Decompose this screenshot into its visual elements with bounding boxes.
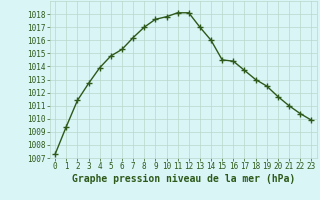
X-axis label: Graphe pression niveau de la mer (hPa): Graphe pression niveau de la mer (hPa) (72, 174, 295, 184)
